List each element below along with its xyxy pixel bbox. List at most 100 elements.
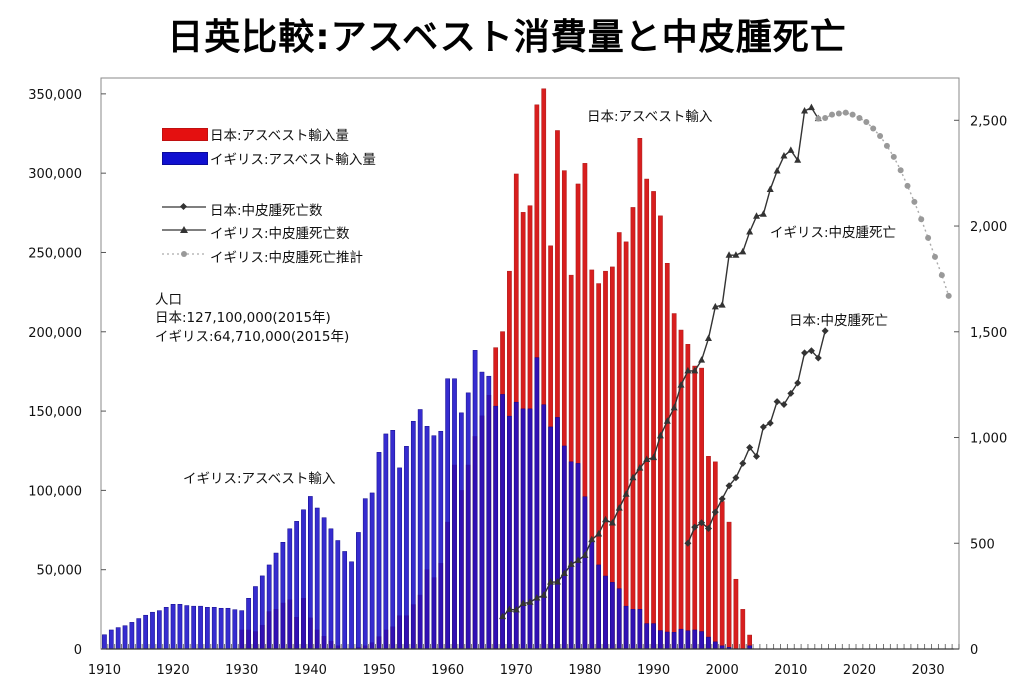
bar-japan-import — [712, 461, 718, 650]
marker-uk-death-projection — [877, 132, 884, 139]
marker-uk-death — [615, 504, 623, 511]
bar-japan-import — [692, 365, 698, 650]
bar-uk-import — [294, 521, 299, 650]
bar-japan-import — [726, 521, 732, 650]
bar-uk-import — [486, 375, 492, 650]
marker-uk-death — [636, 464, 644, 471]
marker-uk-death — [663, 417, 671, 424]
legend-label-uk-projection: イギリス:中皮腫死亡推計 — [210, 250, 364, 266]
marker-uk-death — [540, 591, 548, 598]
legend-line-uk-projection — [162, 251, 206, 257]
bar-uk-import — [170, 604, 176, 650]
marker-uk-death — [684, 366, 692, 374]
marker-uk-death — [602, 515, 610, 523]
bar-uk-import — [582, 496, 588, 650]
bar-uk-import — [452, 378, 457, 650]
bar-uk-import — [445, 378, 450, 650]
bar-uk-import — [163, 607, 169, 650]
bar-uk-import — [129, 622, 135, 650]
marker-japan-death — [704, 524, 712, 532]
bar-uk-import — [102, 634, 107, 650]
marker-japan-death — [746, 443, 754, 451]
marker-uk-death — [732, 251, 740, 258]
marker-japan-death — [684, 539, 692, 547]
marker-uk-death-projection — [842, 109, 849, 116]
legend-line-uk-death — [162, 226, 206, 233]
marker-japan-death — [814, 354, 822, 362]
y-left-tick-label: 100,000 — [28, 484, 82, 499]
y-left-tick-label: 200,000 — [28, 326, 82, 341]
bar-uk-import — [671, 632, 677, 650]
bar-uk-import — [177, 604, 183, 650]
marker-uk-death — [787, 146, 795, 153]
marker-uk-death-projection — [829, 111, 836, 118]
bar-uk-import — [555, 417, 560, 650]
bar-uk-import — [541, 404, 547, 650]
y-left-tick-label: 0 — [74, 643, 82, 658]
marker-uk-death — [505, 605, 513, 612]
chart-title: 日英比較:アスベスト消費量と中皮腫死亡 — [167, 17, 847, 58]
x-tick-label: 2030 — [912, 663, 945, 678]
legend-line-japan-death — [162, 202, 206, 211]
marker-uk-death — [725, 251, 733, 258]
marker-uk-death — [629, 473, 637, 481]
marker-uk-death — [691, 366, 699, 374]
annotation-japan-death: 日本:中皮腫死亡 — [789, 313, 889, 329]
marker-uk-death — [766, 185, 774, 192]
y-left-tick-label: 300,000 — [28, 167, 82, 182]
bar-uk-import — [610, 582, 615, 650]
bar-uk-import — [218, 607, 224, 650]
marker-uk-death — [704, 334, 712, 342]
bar-uk-import — [459, 412, 464, 650]
bar-uk-import — [136, 618, 142, 650]
marker-japan-death — [691, 523, 699, 531]
bar-uk-import — [596, 564, 601, 650]
annotation-japan-import: 日本:アスベスト輸入 — [587, 109, 713, 125]
legend-label-uk-import: イギリス:アスベスト輸入量 — [210, 152, 376, 168]
marker-uk-death-projection — [863, 118, 870, 125]
bar-uk-import — [685, 630, 691, 650]
bar-uk-import — [424, 426, 430, 650]
bar-uk-import — [692, 629, 698, 650]
bar-uk-import — [664, 631, 670, 650]
marker-uk-death-projection — [822, 114, 829, 121]
x-tick-label: 1980 — [568, 663, 601, 678]
bar-uk-import — [383, 433, 389, 650]
marker-japan-death — [807, 347, 815, 355]
bar-uk-import — [706, 636, 711, 650]
bar-japan-import — [706, 456, 711, 650]
bar-uk-import — [349, 561, 354, 650]
marker-uk-death — [519, 599, 527, 607]
bar-uk-import — [198, 605, 203, 650]
marker-japan-death — [787, 389, 795, 397]
bar-uk-import — [308, 496, 313, 650]
marker-uk-death — [807, 103, 815, 111]
legend-label-uk-death: イギリス:中皮腫死亡数 — [210, 226, 350, 242]
marker-uk-death — [533, 594, 541, 601]
bar-uk-import — [115, 627, 121, 650]
x-tick-label: 1940 — [294, 663, 327, 678]
bar-uk-import — [465, 392, 471, 650]
marker-uk-death — [622, 490, 630, 497]
marker-uk-death — [574, 556, 582, 563]
bar-uk-import — [259, 575, 265, 650]
bar-uk-import — [712, 641, 718, 650]
legend-swatch-japan-import — [162, 128, 208, 141]
x-tick-label: 1930 — [225, 663, 258, 678]
y-right-tick-label: 1,000 — [970, 432, 1007, 447]
legend-label-japan-import: 日本:アスベスト輸入量 — [210, 128, 349, 144]
marker-uk-death — [718, 301, 726, 308]
bar-uk-import — [301, 509, 306, 650]
bar-uk-import — [500, 394, 505, 650]
marker-uk-death-projection — [890, 153, 897, 160]
bar-japan-import — [671, 313, 677, 650]
bar-uk-import — [623, 605, 629, 650]
marker-uk-death — [581, 551, 589, 558]
bar-uk-import — [356, 532, 361, 650]
bar-uk-import — [314, 507, 320, 650]
bar-uk-import — [637, 609, 643, 650]
legend-swatch-uk-import — [162, 152, 208, 165]
bar-uk-import — [699, 631, 704, 650]
marker-uk-death — [773, 167, 781, 174]
bar-uk-import — [561, 445, 567, 650]
